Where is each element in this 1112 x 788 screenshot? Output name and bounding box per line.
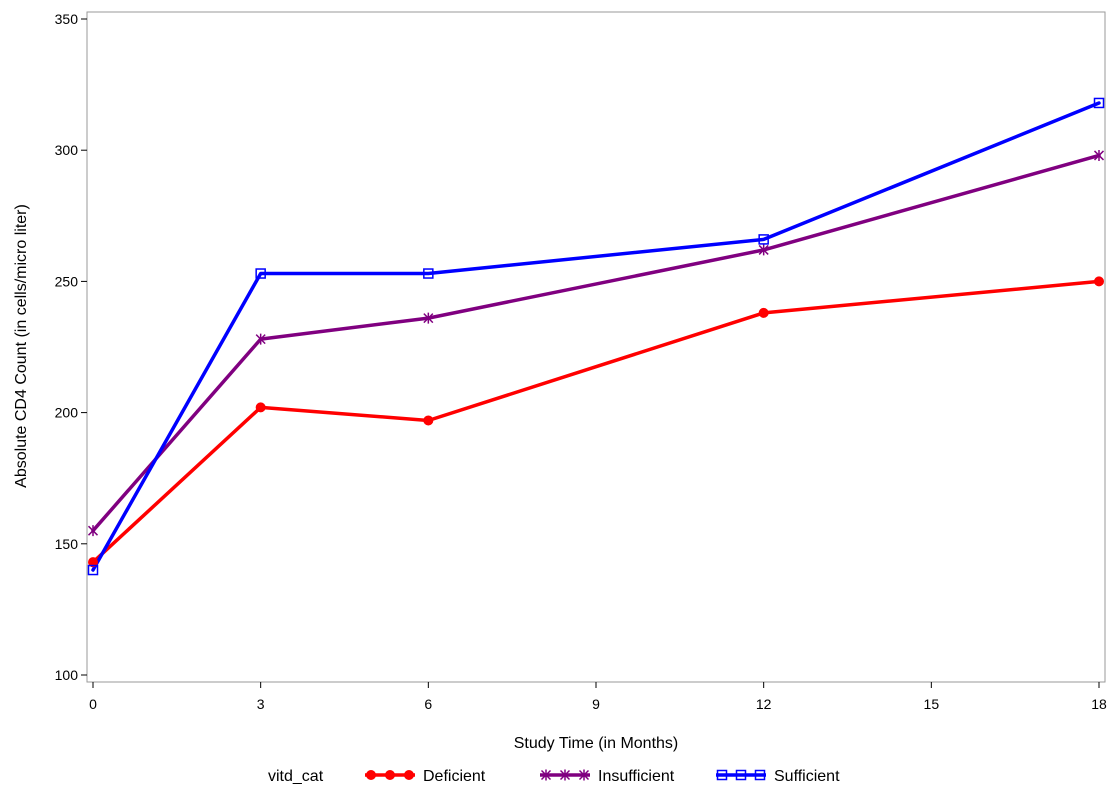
data-point-sufficient [87,564,99,576]
y-tick-label: 150 [55,536,79,552]
data-point-sufficient [423,268,434,279]
legend-label: Deficient [423,768,486,785]
y-tick-label: 300 [55,142,79,158]
series-lines [91,101,1101,572]
data-point-deficient [255,402,266,413]
x-tick-label: 15 [924,696,940,712]
data-point-sufficient [255,268,266,279]
data-point-deficient [423,415,434,426]
legend: vitd_cat Deficient Insufficient Sufficient [268,768,840,785]
legend-label: Insufficient [598,768,675,785]
data-point-deficient [1094,276,1104,287]
data-point-insufficient [423,312,434,324]
y-tick-label: 250 [55,273,79,289]
x-axis-title: Study Time (in Months) [514,735,679,752]
legend-swatch-marker [578,769,590,781]
legend-title: vitd_cat [268,768,324,785]
series-markers [87,97,1105,576]
series-line-sufficient [91,101,1101,572]
x-tick-label: 18 [1091,696,1107,712]
x-tick-label: 9 [592,696,600,712]
legend-swatch-marker [559,769,571,781]
x-tick-label: 12 [756,696,772,712]
data-point-insufficient [255,333,266,345]
data-point-deficient [88,557,98,568]
legend-swatch-marker [366,770,376,780]
data-point-insufficient [758,244,769,256]
y-tick-label: 350 [55,11,79,27]
x-tick-label: 0 [89,696,97,712]
legend-swatch-marker [735,769,747,781]
legend-swatch-marker [385,770,395,780]
legend-item-insufficient: Insufficient [540,768,675,785]
legend-swatch-marker [754,769,766,781]
series-line-insufficient [91,153,1101,533]
series-line-deficient [91,279,1101,564]
legend-label: Sufficient [774,768,840,785]
data-point-sufficient [758,234,769,245]
x-tick-label: 6 [424,696,432,712]
x-tick-label: 3 [257,696,265,712]
data-point-insufficient [1093,149,1105,161]
data-point-deficient [758,307,769,318]
y-tick-label: 100 [55,667,79,683]
y-axis-ticks: 100 150 200 250 300 350 [55,11,87,683]
legend-swatch-marker [404,770,414,780]
legend-item-sufficient: Sufficient [716,768,840,785]
y-axis-title: Absolute CD4 Count (in cells/micro liter… [13,204,30,488]
legend-swatch-marker [540,769,552,781]
y-tick-label: 200 [55,405,79,421]
legend-swatch-marker [716,769,728,781]
data-point-insufficient [87,525,99,537]
x-axis-ticks: 0 3 6 9 12 15 18 [89,682,1107,712]
data-point-sufficient [1093,97,1105,109]
plot-frame [86,11,1106,683]
legend-item-deficient: Deficient [365,768,486,785]
